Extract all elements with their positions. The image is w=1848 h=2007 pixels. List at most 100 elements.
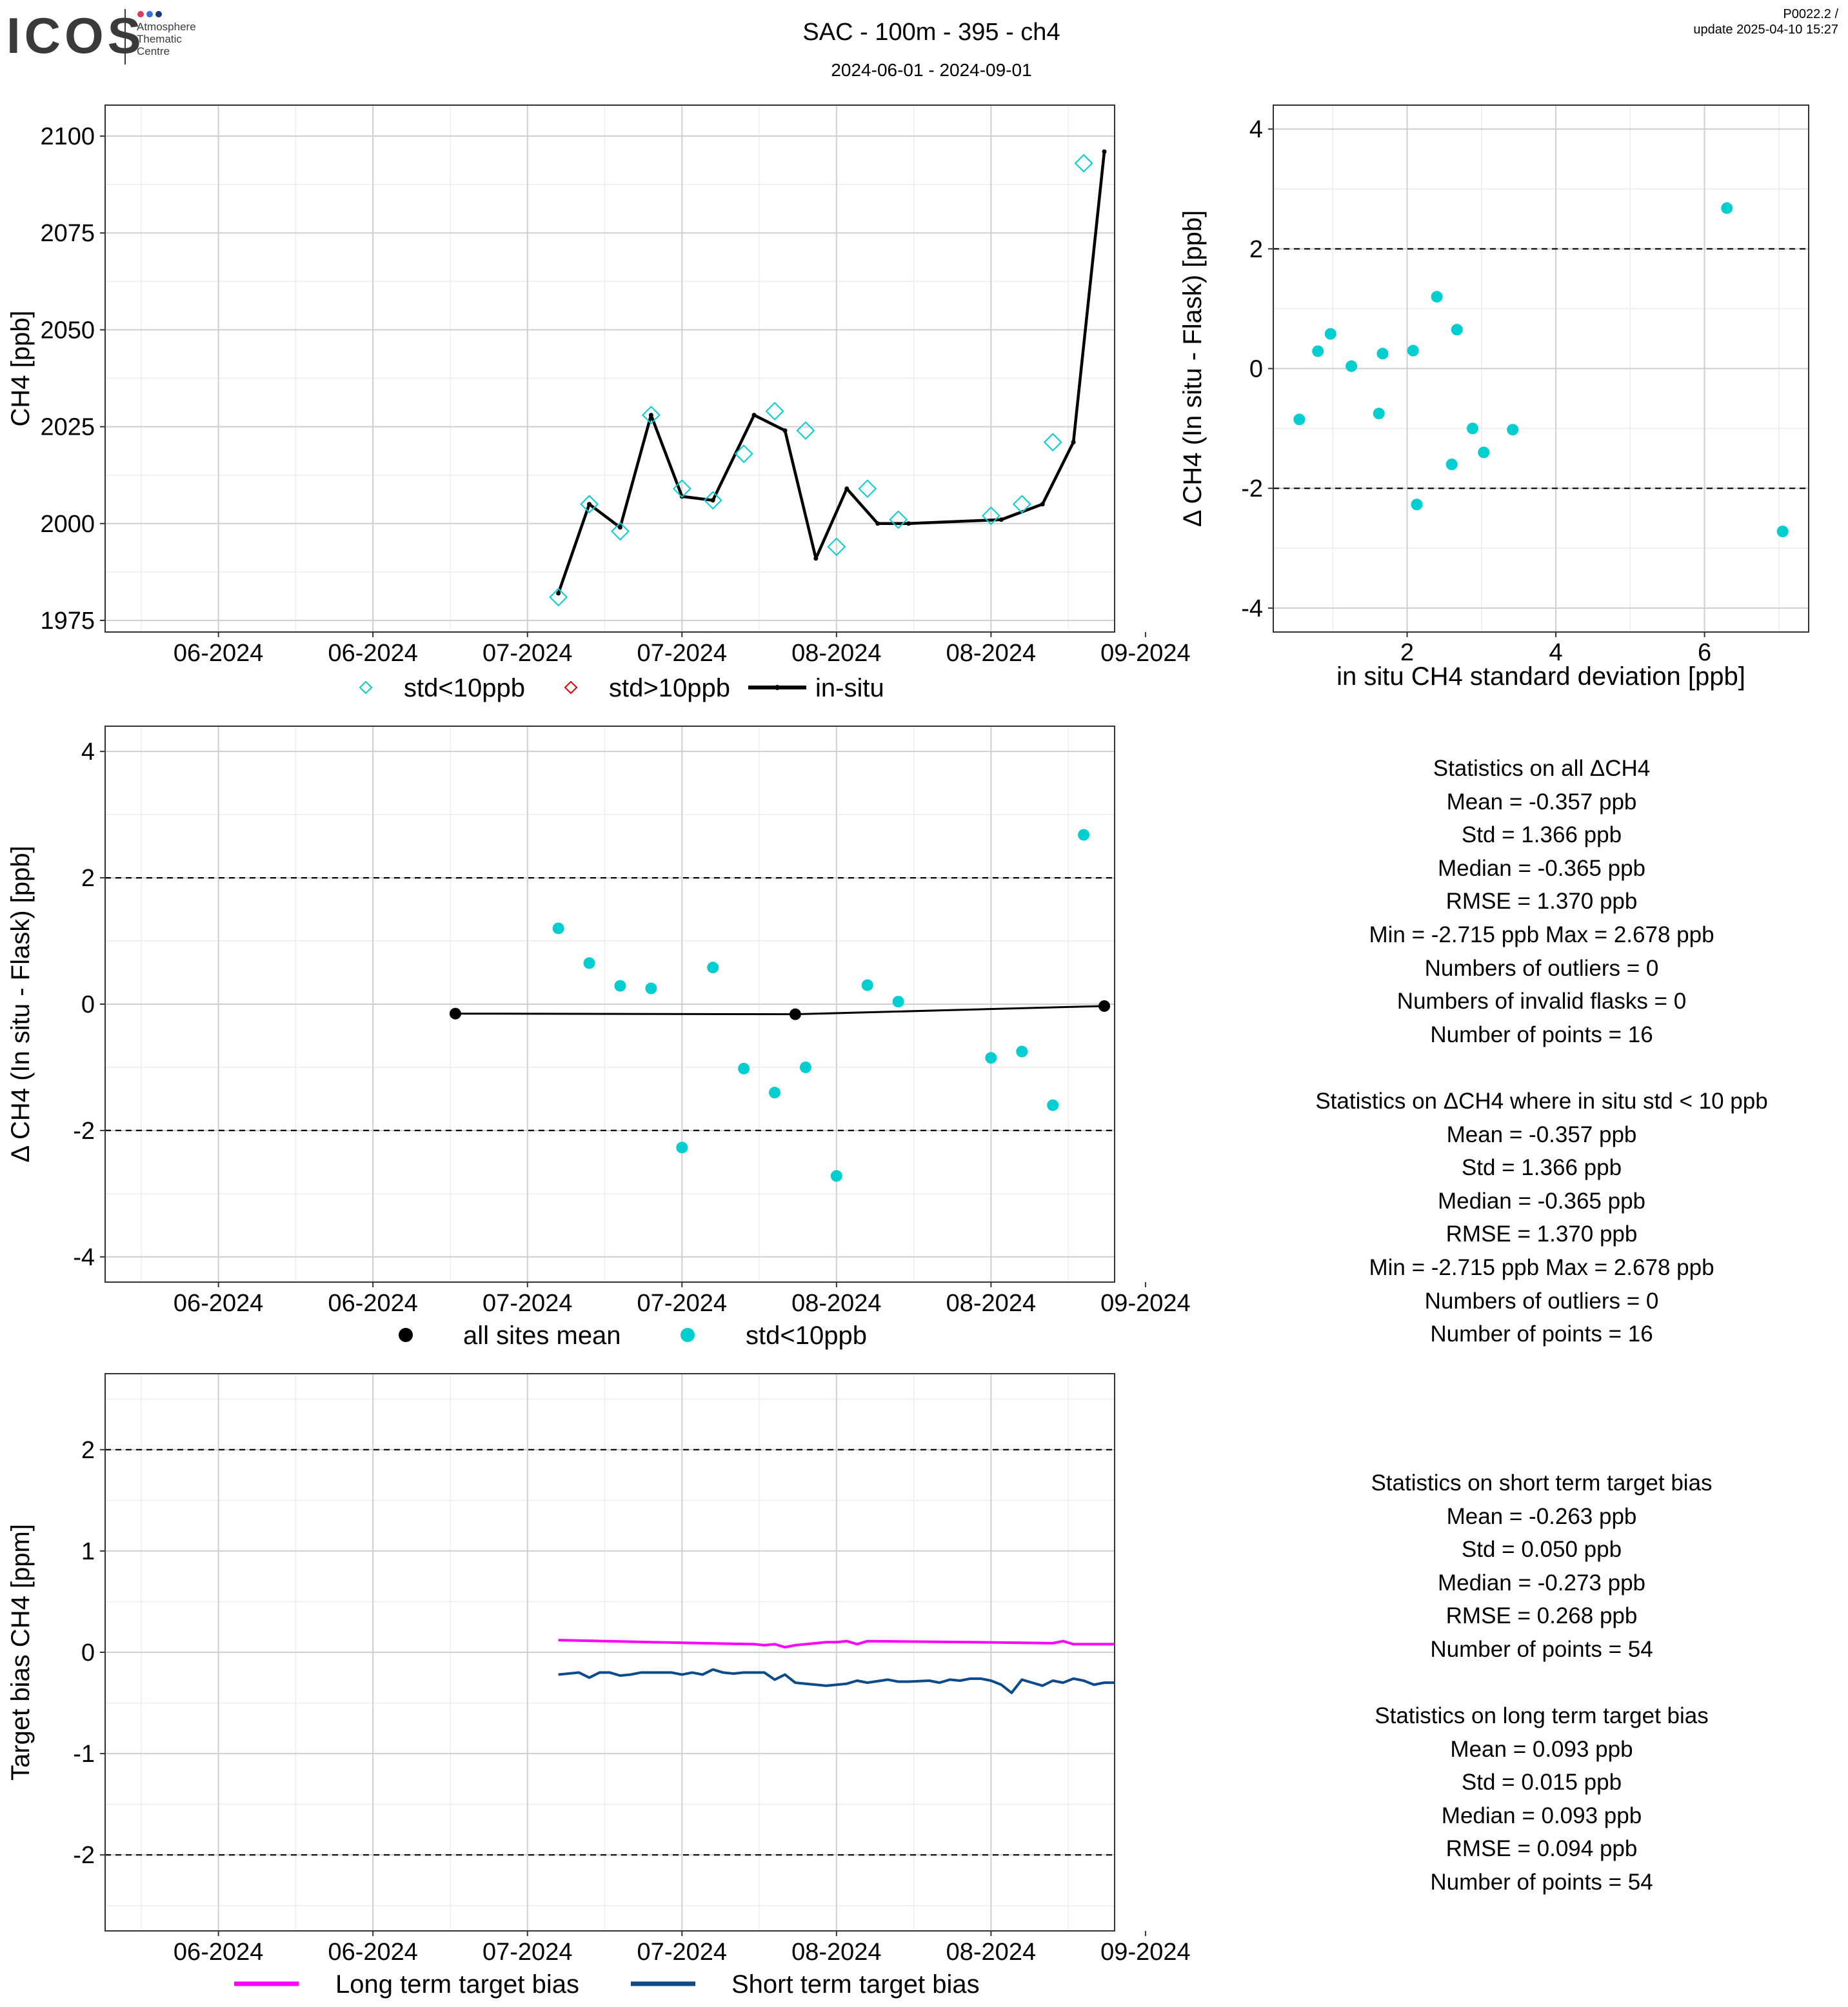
plot-frame [104, 104, 1115, 633]
legend-key-insitu-dot [775, 685, 780, 690]
logo-sub-1: Atmosphere [137, 21, 196, 33]
scatter-point [799, 1061, 811, 1073]
scatter-point [1373, 408, 1385, 420]
y-axis-label: Target bias CH4 [ppm] [6, 1524, 35, 1781]
scatter-point [1466, 422, 1478, 435]
diamond-marker [1074, 153, 1093, 173]
insitu-point [751, 413, 757, 418]
diamond-marker [580, 495, 599, 514]
y-tick-label: 2 [81, 1437, 95, 1464]
stats-line: RMSE = 0.094 ppb [1446, 1836, 1638, 1862]
legend-key-std-lt10 [359, 680, 373, 695]
scatter-point [1721, 202, 1733, 214]
scatter-point [1016, 1045, 1028, 1058]
y-tick-label: 2050 [40, 317, 95, 344]
scatter-point [1478, 446, 1490, 459]
scatter-point [1446, 459, 1458, 471]
x-tick-label: 07-2024 [637, 640, 727, 667]
mean-point [1098, 1000, 1111, 1012]
stats-long: Statistics on long term target bias Mean … [1200, 1699, 1848, 1899]
insitu-point [906, 521, 911, 526]
diamond-marker [703, 491, 722, 510]
legend: Long term target bias Short term target b… [234, 1970, 980, 1999]
y-tick-label: 2 [81, 865, 95, 892]
insitu-point [1071, 440, 1076, 445]
y-axis-label: Δ CH4 (In situ - Flask) [ppb] [1178, 210, 1207, 527]
y-tick-label: 2000 [40, 511, 95, 538]
insitu-point [710, 498, 715, 503]
stats-line: Std = 0.050 ppb [1461, 1537, 1622, 1563]
diamond-marker [734, 444, 753, 464]
stats-line: Number of points = 54 [1430, 1869, 1653, 1895]
scatter-point [985, 1052, 997, 1064]
y-tick-label: -2 [1241, 475, 1263, 502]
insitu-point [875, 521, 880, 526]
diamond-marker [1012, 495, 1031, 514]
logo-sub-3: Centre [137, 45, 170, 57]
y-tick-label: 2025 [40, 414, 95, 441]
diamond-marker [796, 421, 815, 440]
logo-text: ICOS [6, 7, 145, 64]
x-tick-label: 08-2024 [946, 640, 1036, 667]
scatter-point [1078, 829, 1090, 841]
diamond-marker [765, 402, 784, 420]
stats-insitu: Statistics on ΔCH4 where in situ std < 1… [1200, 1085, 1848, 1351]
scatter-point [552, 922, 564, 934]
y-tick-label: -1 [73, 1741, 95, 1768]
diamond-marker [981, 506, 1000, 526]
legend-label: Short term target bias [731, 1970, 980, 1999]
stats-line: Median = -0.365 ppb [1437, 855, 1646, 881]
insitu-point [648, 413, 653, 418]
short-term-line [558, 1668, 1115, 1694]
date-range: 2024-06-01 - 2024-09-01 [831, 60, 1031, 80]
x-tick-label: 06-2024 [328, 1290, 417, 1317]
stats-all: Statistics on all ΔCH4 Mean = -0.357 ppb S… [1200, 752, 1848, 1051]
diamond-marker [641, 406, 661, 425]
update-label: update 2025-04-10 15:27 [1693, 23, 1838, 37]
stats-line: Numbers of outliers = 0 [1424, 955, 1659, 981]
stats-line: Mean = -0.357 ppb [1446, 789, 1637, 815]
stats-line: Median = -0.273 ppb [1437, 1570, 1646, 1596]
y-tick-label: 0 [1249, 356, 1263, 383]
scatter-point [892, 996, 904, 1008]
stats-line: Std = 1.366 ppb [1461, 1155, 1622, 1181]
stats-line: Min = -2.715 ppb Max = 2.678 ppb [1369, 1254, 1714, 1280]
scatter-point [707, 962, 719, 974]
x-tick-label: 06-2024 [328, 640, 417, 667]
scatter-point [645, 982, 657, 994]
scatter-point [1047, 1099, 1059, 1111]
legend: all sites mean std<10ppb [399, 1321, 867, 1350]
logo-dot-navy [155, 11, 162, 17]
legend-label: std<10ppb [404, 674, 525, 702]
stats-line: Mean = -0.357 ppb [1446, 1122, 1637, 1147]
scatter-point [830, 1170, 842, 1182]
stats-line: RMSE = 0.268 ppb [1446, 1603, 1638, 1629]
scatter-point [1346, 360, 1358, 372]
stats-line: Median = -0.365 ppb [1437, 1188, 1646, 1214]
page-title: SAC - 100m - 395 - ch4 [802, 19, 1060, 46]
x-tick-label: 08-2024 [791, 1290, 881, 1317]
stats-line: Mean = 0.093 ppb [1450, 1736, 1633, 1762]
scatter-point [861, 979, 873, 991]
scatter-point [1324, 328, 1336, 340]
diamond-marker [858, 479, 877, 499]
y-axis-label: Δ CH4 (In situ - Flask) [ppb] [6, 845, 35, 1162]
x-tick-label: 06-2024 [328, 1939, 417, 1966]
x-tick-label: 07-2024 [482, 1290, 572, 1317]
insitu-point [556, 591, 561, 596]
x-tick-label: 08-2024 [791, 640, 881, 667]
insitu-point [1102, 149, 1107, 154]
x-tick-label: 09-2024 [1100, 1290, 1190, 1317]
y-tick-label: 0 [81, 991, 95, 1018]
scatter-point [1293, 413, 1306, 426]
insitu-point [999, 517, 1004, 522]
stats-line: Number of points = 16 [1430, 1321, 1653, 1347]
logo-dot-blue [146, 11, 153, 17]
scatter-point [614, 980, 626, 992]
scatter-point [1451, 324, 1463, 336]
scatter-point [1407, 344, 1419, 357]
y-tick-label: 1975 [40, 608, 95, 635]
insitu-point [782, 428, 788, 433]
